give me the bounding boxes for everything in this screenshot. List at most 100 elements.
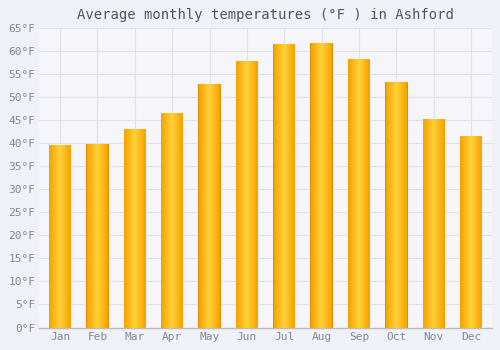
- Bar: [173, 113, 174, 328]
- Bar: [278, 44, 279, 328]
- Bar: [326, 43, 327, 328]
- Bar: [285, 44, 286, 328]
- Bar: [436, 119, 438, 328]
- Bar: [441, 119, 442, 328]
- Bar: [66, 145, 67, 328]
- Bar: [182, 113, 184, 328]
- Bar: [404, 82, 406, 328]
- Bar: [168, 113, 169, 328]
- Bar: [236, 61, 237, 328]
- Bar: [282, 44, 283, 328]
- Bar: [89, 144, 90, 328]
- Bar: [209, 84, 210, 328]
- Bar: [104, 144, 105, 328]
- Bar: [68, 145, 69, 328]
- Bar: [426, 119, 427, 328]
- Bar: [406, 82, 407, 328]
- Bar: [327, 43, 328, 328]
- Bar: [215, 84, 216, 328]
- Bar: [250, 61, 252, 328]
- Bar: [351, 58, 352, 328]
- Bar: [477, 136, 478, 328]
- Bar: [178, 113, 179, 328]
- Bar: [249, 61, 250, 328]
- Bar: [397, 82, 398, 328]
- Bar: [212, 84, 214, 328]
- Bar: [170, 113, 172, 328]
- Bar: [361, 58, 362, 328]
- Bar: [284, 44, 285, 328]
- Bar: [289, 44, 290, 328]
- Bar: [96, 144, 98, 328]
- Bar: [172, 113, 173, 328]
- Bar: [312, 43, 314, 328]
- Bar: [130, 129, 131, 328]
- Bar: [403, 82, 404, 328]
- Bar: [280, 44, 281, 328]
- Bar: [241, 61, 242, 328]
- Bar: [179, 113, 180, 328]
- Bar: [475, 136, 476, 328]
- Bar: [480, 136, 481, 328]
- Bar: [175, 113, 176, 328]
- Bar: [105, 144, 106, 328]
- Bar: [462, 136, 463, 328]
- Bar: [310, 43, 311, 328]
- Bar: [277, 44, 278, 328]
- Bar: [438, 119, 439, 328]
- Bar: [246, 61, 247, 328]
- Bar: [273, 44, 274, 328]
- Bar: [204, 84, 205, 328]
- Bar: [466, 136, 468, 328]
- Bar: [210, 84, 211, 328]
- Bar: [106, 144, 107, 328]
- Bar: [176, 113, 178, 328]
- Bar: [125, 129, 126, 328]
- Bar: [138, 129, 140, 328]
- Bar: [62, 145, 63, 328]
- Bar: [166, 113, 167, 328]
- Bar: [431, 119, 432, 328]
- Bar: [464, 136, 465, 328]
- Bar: [169, 113, 170, 328]
- Bar: [180, 113, 181, 328]
- Bar: [356, 58, 357, 328]
- Bar: [92, 144, 93, 328]
- Bar: [240, 61, 241, 328]
- Bar: [481, 136, 482, 328]
- Bar: [425, 119, 426, 328]
- Bar: [365, 58, 366, 328]
- Bar: [163, 113, 164, 328]
- Bar: [86, 144, 87, 328]
- Bar: [400, 82, 401, 328]
- Bar: [256, 61, 258, 328]
- Bar: [328, 43, 329, 328]
- Bar: [439, 119, 440, 328]
- Bar: [144, 129, 146, 328]
- Bar: [357, 58, 358, 328]
- Bar: [317, 43, 318, 328]
- Bar: [294, 44, 296, 328]
- Bar: [329, 43, 330, 328]
- Bar: [350, 58, 351, 328]
- Bar: [143, 129, 144, 328]
- Bar: [476, 136, 477, 328]
- Bar: [95, 144, 96, 328]
- Bar: [161, 113, 162, 328]
- Bar: [290, 44, 291, 328]
- Bar: [398, 82, 400, 328]
- Bar: [252, 61, 253, 328]
- Bar: [386, 82, 388, 328]
- Bar: [94, 144, 95, 328]
- Bar: [422, 119, 424, 328]
- Bar: [198, 84, 199, 328]
- Bar: [49, 145, 50, 328]
- Bar: [174, 113, 175, 328]
- Bar: [324, 43, 326, 328]
- Bar: [248, 61, 249, 328]
- Bar: [124, 129, 125, 328]
- Bar: [102, 144, 104, 328]
- Bar: [286, 44, 288, 328]
- Bar: [321, 43, 322, 328]
- Bar: [199, 84, 200, 328]
